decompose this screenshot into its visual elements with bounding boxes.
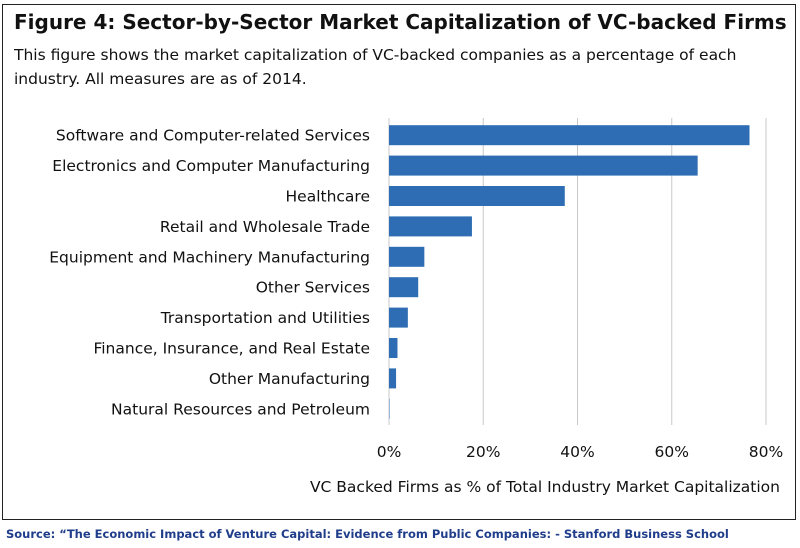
x-tick-label-4: 80%: [749, 443, 783, 461]
bar-6: [389, 307, 408, 328]
figure-title: Figure 4: Sector-by-Sector Market Capita…: [14, 10, 787, 34]
category-label-2: Healthcare: [286, 188, 371, 206]
bars: [389, 125, 750, 419]
category-label-8: Other Manufacturing: [209, 370, 370, 388]
x-tick-label-1: 20%: [466, 443, 500, 461]
bar-5: [389, 277, 419, 298]
bar-0: [389, 125, 750, 146]
category-label-5: Other Services: [256, 279, 370, 297]
bar-1: [389, 155, 698, 176]
source-note: Source: “The Economic Impact of Venture …: [6, 527, 729, 541]
bar-8: [389, 368, 397, 389]
bar-2: [389, 186, 565, 206]
category-labels: Software and Computer-related Services El…: [49, 127, 370, 419]
x-tick-label-3: 60%: [655, 443, 689, 461]
bar-7: [389, 338, 398, 358]
bar-4: [389, 246, 425, 267]
category-label-6: Transportation and Utilities: [160, 309, 370, 327]
x-tick-labels: 0% 20% 40% 60% 80%: [377, 443, 784, 461]
x-tick-label-2: 40%: [560, 443, 594, 461]
bar-3: [389, 216, 472, 237]
x-axis-title: VC Backed Firms as % of Total Industry M…: [310, 478, 780, 496]
category-label-7: Finance, Insurance, and Real Estate: [93, 340, 370, 358]
category-label-1: Electronics and Computer Manufacturing: [52, 157, 370, 175]
category-label-0: Software and Computer-related Services: [56, 127, 370, 145]
x-tick-label-0: 0%: [377, 443, 402, 461]
category-label-3: Retail and Wholesale Trade: [160, 218, 370, 236]
category-label-4: Equipment and Machinery Manufacturing: [49, 248, 370, 266]
figure-subtitle: This figure shows the market capitalizat…: [14, 46, 737, 88]
category-label-9: Natural Resources and Petroleum: [111, 400, 370, 418]
